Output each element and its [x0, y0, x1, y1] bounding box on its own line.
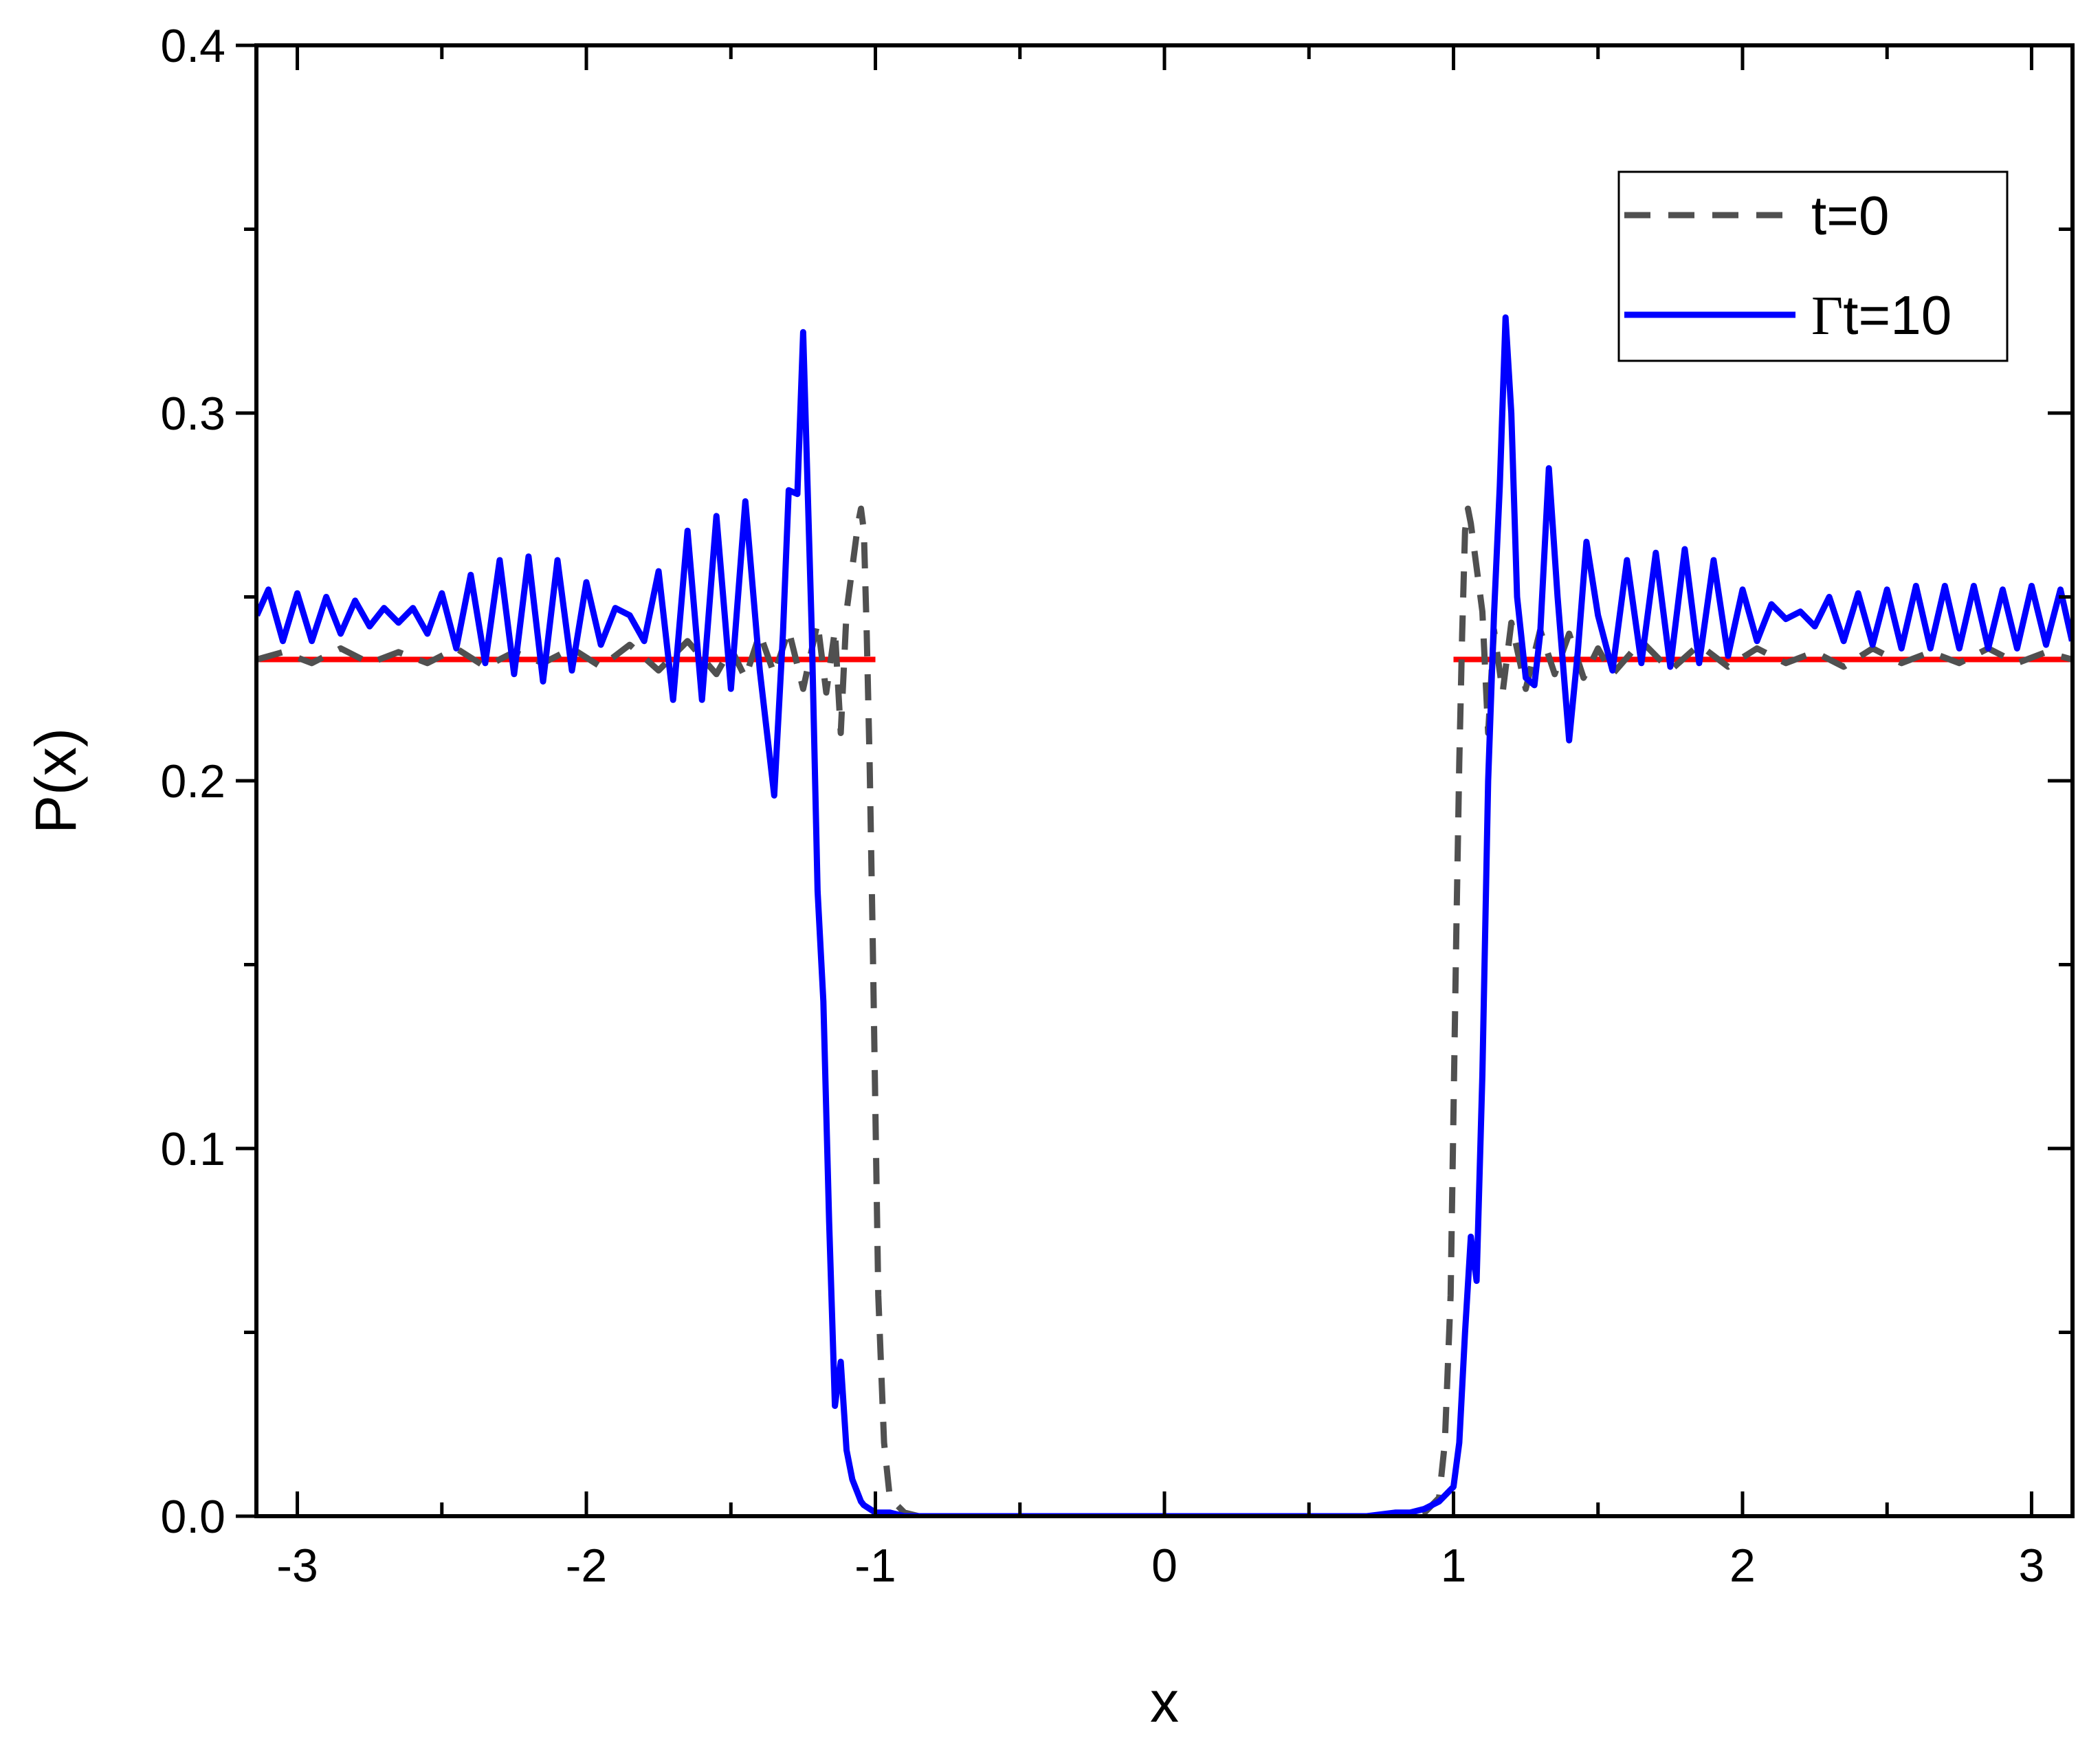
y-tick-label-3: 0.3 — [160, 388, 225, 440]
y-tick-label-4: 0.4 — [160, 20, 225, 72]
label-layer: -3 -2 -1 0 1 2 3 0.0 0.1 0.2 0.3 0.4 — [160, 20, 2044, 1592]
x-tick-label-6: 3 — [2019, 1540, 2045, 1592]
y-tick-label-1: 0.1 — [160, 1123, 225, 1175]
x-tick-label-3: 0 — [1151, 1540, 1178, 1592]
legend-prefix-1: Γ — [1811, 286, 1843, 346]
legend: t=0 Γt=10 — [1617, 170, 2009, 362]
x-tick-label-1: -2 — [566, 1540, 607, 1592]
x-tick-label-0: -3 — [276, 1540, 318, 1592]
legend-box — [1617, 170, 2009, 362]
x-axis-title: x — [1150, 1669, 1179, 1734]
series-line-1 — [256, 314, 2073, 1516]
tick-layer — [236, 43, 2073, 1518]
legend-text-0: t=0 — [1811, 185, 1889, 246]
x-tick-label-2: -1 — [854, 1540, 896, 1592]
legend-label-0: t=0 — [1811, 185, 1889, 246]
y-axis-title: P(x) — [23, 728, 88, 834]
series-layer — [256, 314, 2073, 1516]
x-tick-label-5: 2 — [1729, 1540, 1756, 1592]
y-tick-label-0: 0.0 — [160, 1491, 225, 1543]
y-tick-label-2: 0.2 — [160, 755, 225, 808]
x-tick-label-4: 1 — [1441, 1540, 1467, 1592]
legend-text-1: t=10 — [1843, 285, 1952, 346]
series-line-0 — [256, 505, 2073, 1516]
legend-label-1: Γt=10 — [1811, 285, 1952, 346]
